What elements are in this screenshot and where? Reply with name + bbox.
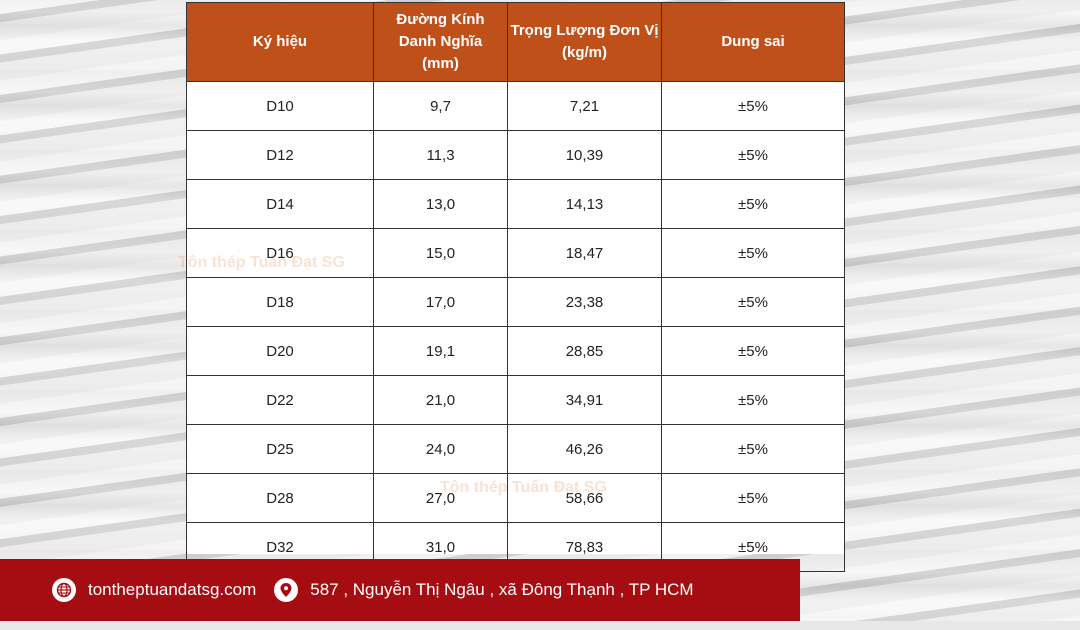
- cell-weight: 28,85: [507, 326, 662, 376]
- cell-diameter: 21,0: [373, 375, 508, 425]
- header-weight-line1: Trọng Lượng Đơn Vị: [510, 22, 659, 39]
- header-weight-unit: (kg/m): [562, 44, 607, 61]
- cell-tolerance: ±5%: [661, 228, 845, 278]
- cell-tolerance: ±5%: [661, 81, 845, 131]
- cell-tolerance: ±5%: [661, 179, 845, 229]
- table-row: D20 19,1 28,85 ±5%: [186, 326, 845, 376]
- cell-tolerance: ±5%: [661, 375, 845, 425]
- cell-symbol: D12: [186, 130, 374, 180]
- header-unit-weight: Trọng Lượng Đơn Vị (kg/m): [507, 2, 662, 82]
- table-row: D14 13,0 14,13 ±5%: [186, 179, 845, 229]
- header-tolerance-label: Dung sai: [721, 33, 785, 50]
- table-row: D16 15,0 18,47 ±5%: [186, 228, 845, 278]
- cell-weight: 10,39: [507, 130, 662, 180]
- cell-tolerance: ±5%: [661, 424, 845, 474]
- cell-symbol: D18: [186, 277, 374, 327]
- rebar-spec-table-container: Ký hiệu Đường Kính Danh Nghĩa (mm) Trọng…: [178, 2, 845, 572]
- header-diameter-unit: (mm): [422, 55, 459, 72]
- table-row: D12 11,3 10,39 ±5%: [186, 130, 845, 180]
- cell-symbol: D25: [186, 424, 374, 474]
- bottom-strip: [0, 621, 1080, 630]
- footer-address: 587 , Nguyễn Thị Ngâu , xã Đông Thạnh , …: [274, 578, 694, 602]
- cell-symbol: D10: [186, 81, 374, 131]
- footer-bar: tontheptuandatsg.com 587 , Nguyễn Thị Ng…: [0, 559, 800, 621]
- cell-tolerance: ±5%: [661, 326, 845, 376]
- cell-diameter: 27,0: [373, 473, 508, 523]
- header-symbol: Ký hiệu: [186, 2, 374, 82]
- table-header-row: Ký hiệu Đường Kính Danh Nghĩa (mm) Trọng…: [186, 2, 845, 82]
- cell-tolerance: ±5%: [661, 473, 845, 523]
- rebar-spec-table: Ký hiệu Đường Kính Danh Nghĩa (mm) Trọng…: [186, 2, 845, 572]
- cell-symbol: D16: [186, 228, 374, 278]
- cell-weight: 23,38: [507, 277, 662, 327]
- cell-weight: 58,66: [507, 473, 662, 523]
- cell-symbol: D22: [186, 375, 374, 425]
- cell-weight: 34,91: [507, 375, 662, 425]
- cell-diameter: 9,7: [373, 81, 508, 131]
- footer-website[interactable]: tontheptuandatsg.com: [52, 578, 256, 602]
- cell-diameter: 13,0: [373, 179, 508, 229]
- header-tolerance: Dung sai: [661, 2, 845, 82]
- header-nominal-diameter: Đường Kính Danh Nghĩa (mm): [373, 2, 508, 82]
- address-text: 587 , Nguyễn Thị Ngâu , xã Đông Thạnh , …: [310, 580, 694, 599]
- table-row: D18 17,0 23,38 ±5%: [186, 277, 845, 327]
- table-row: D25 24,0 46,26 ±5%: [186, 424, 845, 474]
- cell-tolerance: ±5%: [661, 130, 845, 180]
- cell-diameter: 11,3: [373, 130, 508, 180]
- cell-symbol: D28: [186, 473, 374, 523]
- table-row: D28 27,0 58,66 ±5%: [186, 473, 845, 523]
- header-diameter-line1: Đường Kính: [396, 11, 485, 28]
- cell-diameter: 24,0: [373, 424, 508, 474]
- cell-diameter: 17,0: [373, 277, 508, 327]
- table-row: D22 21,0 34,91 ±5%: [186, 375, 845, 425]
- cell-tolerance: ±5%: [661, 277, 845, 327]
- header-symbol-label: Ký hiệu: [252, 33, 308, 50]
- cell-diameter: 15,0: [373, 228, 508, 278]
- cell-diameter: 19,1: [373, 326, 508, 376]
- cell-weight: 14,13: [507, 179, 662, 229]
- cell-weight: 18,47: [507, 228, 662, 278]
- cell-weight: 7,21: [507, 81, 662, 131]
- header-diameter-line2: Danh Nghĩa: [398, 33, 483, 50]
- website-text[interactable]: tontheptuandatsg.com: [88, 580, 257, 599]
- cell-symbol: D20: [186, 326, 374, 376]
- location-pin-icon: [274, 578, 299, 602]
- cell-weight: 46,26: [507, 424, 662, 474]
- globe-icon: [52, 578, 76, 602]
- cell-symbol: D14: [186, 179, 374, 229]
- table-row: D10 9,7 7,21 ±5%: [186, 81, 845, 131]
